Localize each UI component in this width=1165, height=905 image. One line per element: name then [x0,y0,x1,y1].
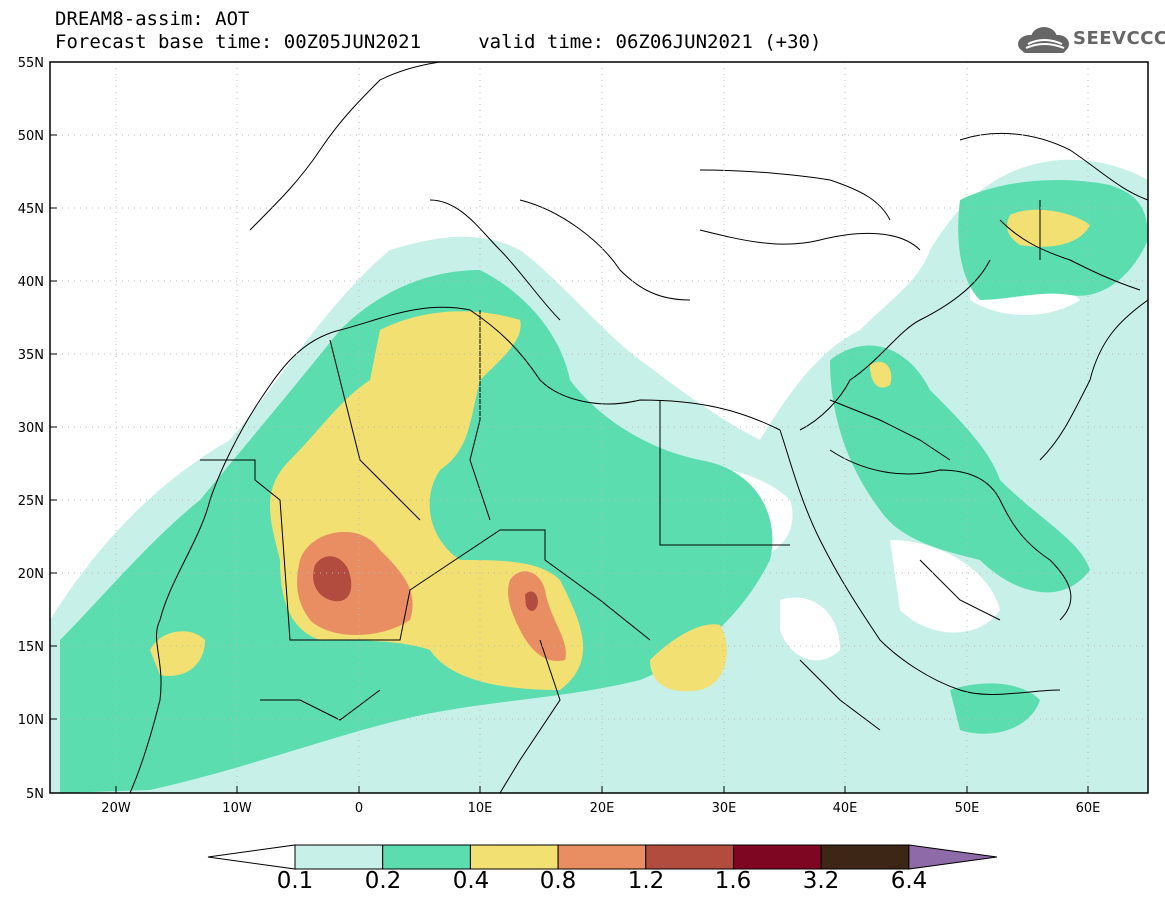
colorbar-label: 0.1 [276,868,314,894]
lon-label: 10E [468,801,493,816]
colorbar-low-arrow [207,844,296,870]
colorbar-swatch [382,844,471,870]
lat-label: 50N [18,129,44,144]
lon-label: 20E [590,801,615,816]
cloud-icon [1018,27,1069,53]
colorbar-label: 0.8 [539,868,577,894]
colorbar-swatch [820,844,910,870]
lon-label: 10W [222,801,252,816]
colorbar-swatch [733,844,822,870]
lon-labels: 20W 10W 0 10E 20E 30E 40E 50E 60E [101,801,1100,816]
lat-label: 45N [18,202,44,217]
colorbar-label: 1.6 [714,868,752,894]
lat-label: 10N [18,713,44,728]
colorbar-swatch [557,844,647,870]
logo-text: SEEVCCC [1073,28,1165,49]
title-line-1: DREAM8-assim: AOT [55,8,250,30]
lat-label: 55N [18,56,44,71]
lat-label: 25N [18,494,44,509]
colorbar-label: 1.2 [627,868,665,894]
colorbar-label: 6.4 [890,868,928,894]
coastlines [129,62,1148,793]
colorbar-swatch [469,844,559,870]
lon-label: 0 [355,801,363,816]
axis-ticks [50,134,1089,793]
colorbar-swatch [645,844,734,870]
lat-label: 15N [18,640,44,655]
lat-label: 5N [26,787,44,802]
lon-label: 20W [101,801,131,816]
lon-label: 40E [833,801,858,816]
aot-field [50,159,1148,793]
colorbar-high-arrow [908,844,997,870]
lat-label: 40N [18,275,44,290]
lon-label: 60E [1076,801,1101,816]
lat-label: 20N [18,567,44,582]
title-line-2: Forecast base time: 00Z05JUN2021 valid t… [55,31,822,53]
aot-band-1.2 [313,556,538,611]
colorbar-label: 0.4 [452,868,490,894]
lat-labels: 55N 50N 45N 40N 35N 30N 25N 20N 15N 10N … [18,56,44,802]
colorbar-label: 0.2 [364,868,402,894]
lat-label: 30N [18,421,44,436]
lon-label: 50E [955,801,980,816]
colorbar-label: 3.2 [802,868,840,894]
colorbar-swatch [294,844,384,870]
lon-label: 30E [712,801,737,816]
colorbar-swatches [294,844,997,870]
lat-label: 35N [18,348,44,363]
